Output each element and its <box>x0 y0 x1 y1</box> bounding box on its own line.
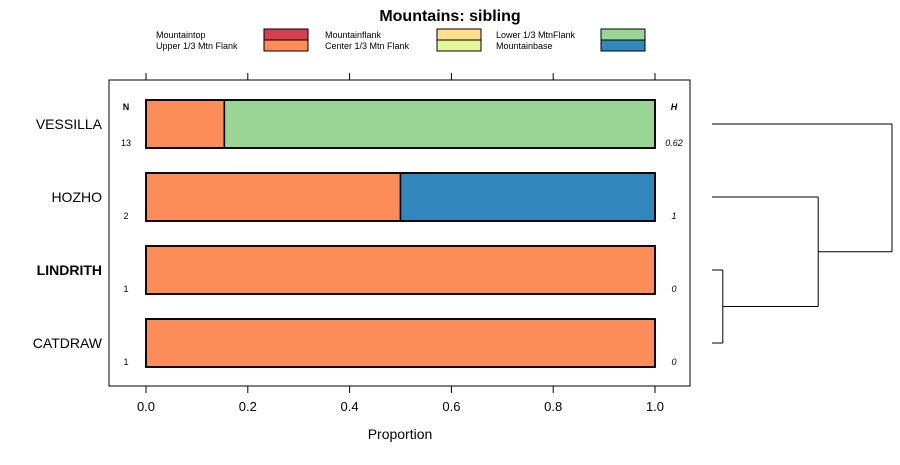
dendrogram <box>712 123 893 344</box>
row-label: LINDRITH <box>37 262 102 278</box>
h-header: H <box>671 102 678 112</box>
x-axis-label: Proportion <box>368 426 433 442</box>
legend-label: Center 1/3 Mtn Flank <box>325 41 410 51</box>
legend-swatch <box>600 39 646 52</box>
h-value: 1 <box>671 211 676 221</box>
legend-swatch <box>263 28 309 41</box>
plot-panel <box>108 79 691 387</box>
legend-label: Lower 1/3 MtnFlank <box>496 30 576 40</box>
row-label: VESSILLA <box>36 116 103 132</box>
legend-label: Upper 1/3 Mtn Flank <box>156 41 238 51</box>
legend-label: Mountaintop <box>156 30 206 40</box>
legend-label: Mountainflank <box>325 30 382 40</box>
h-value: 0.62 <box>665 138 683 148</box>
bar-outline <box>145 318 656 368</box>
row-label: CATDRAW <box>33 335 103 351</box>
bar-rows: VESSILLA 13 0.62 HOZHO 2 1 LINDRITH 1 0 CATDRAW 1 0 <box>33 99 683 368</box>
x-tick-label: 0.0 <box>137 399 155 414</box>
n-value: 13 <box>121 138 131 148</box>
legend-swatch <box>436 39 482 52</box>
n-header: N <box>123 102 130 112</box>
legend-label: Mountainbase <box>496 41 553 51</box>
bar-segment <box>145 318 656 368</box>
legend-swatch <box>600 28 646 41</box>
row-label: HOZHO <box>51 189 102 205</box>
h-value: 0 <box>671 284 676 294</box>
n-value: 1 <box>123 357 128 367</box>
bar-segment <box>399 172 656 222</box>
n-value: 2 <box>123 211 128 221</box>
legend-swatch <box>263 39 309 52</box>
x-tick-label: 0.2 <box>239 399 257 414</box>
chart-title: Mountains: sibling <box>379 8 520 25</box>
bar-outline <box>145 99 656 149</box>
bar-outline <box>145 172 656 222</box>
x-tick-label: 1.0 <box>646 399 664 414</box>
x-tick-label: 0.6 <box>442 399 460 414</box>
bar-outline <box>145 245 656 295</box>
x-tick-label: 0.4 <box>341 399 359 414</box>
x-tick-label: 0.8 <box>544 399 562 414</box>
x-axis: 0.0 0.2 0.4 0.6 0.8 1.0 <box>137 73 664 414</box>
bar-segment <box>145 99 226 149</box>
bar-segment <box>145 245 656 295</box>
bar-segment <box>145 172 402 222</box>
bar-segment <box>223 99 656 149</box>
n-value: 1 <box>123 284 128 294</box>
h-value: 0 <box>671 357 676 367</box>
legend-swatch <box>436 28 482 41</box>
